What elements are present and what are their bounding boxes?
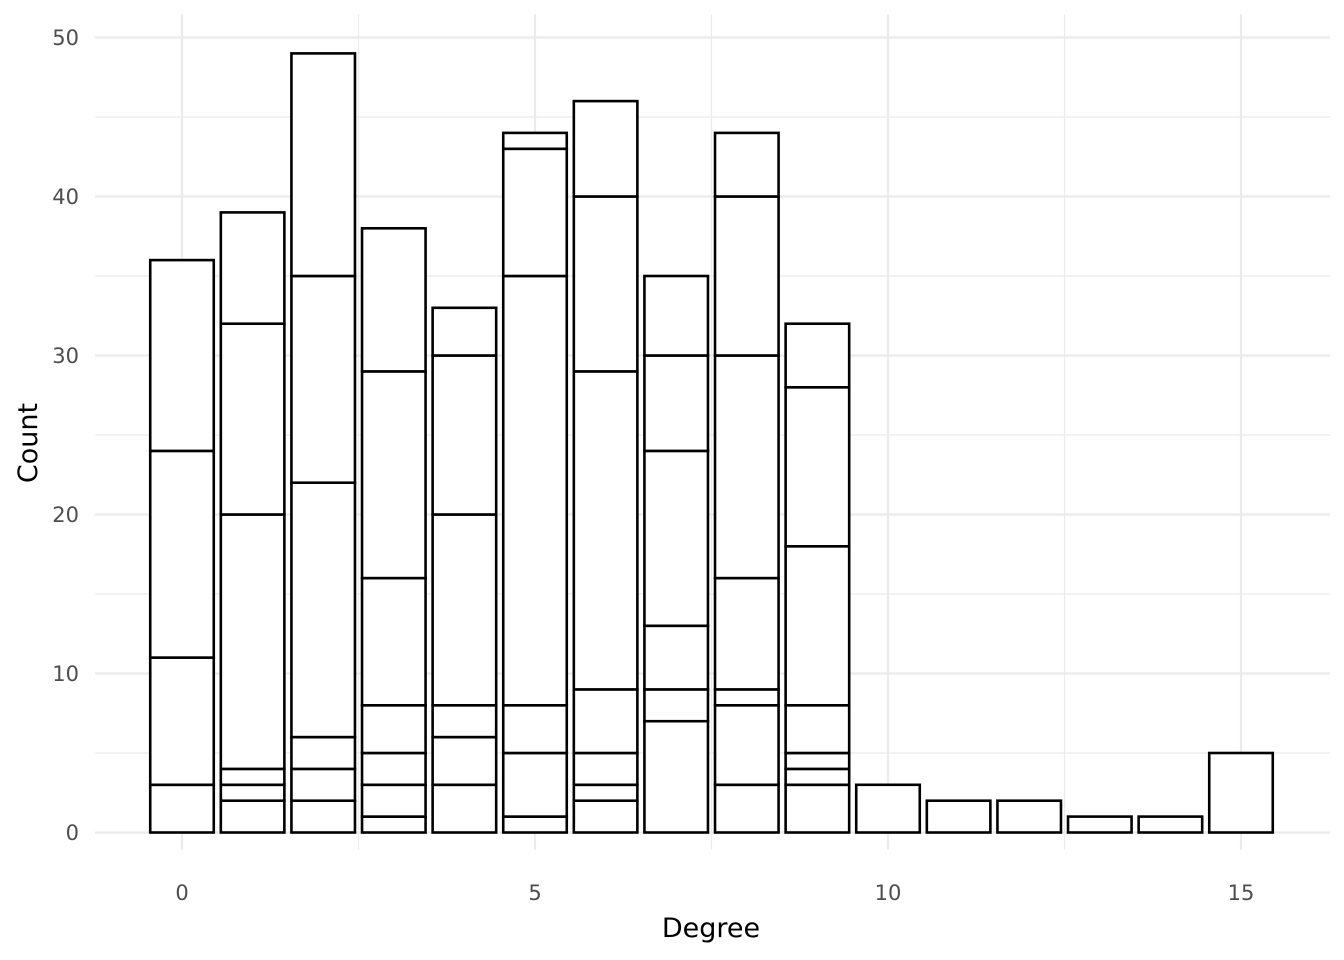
bar-segment (360, 370, 427, 580)
bar-segment (290, 481, 357, 739)
bar-segment (784, 385, 851, 548)
bar-segment (572, 370, 639, 691)
bar-segment (713, 688, 780, 707)
bar-segment (501, 274, 569, 707)
bar-segment (572, 195, 639, 373)
bar-segment (501, 131, 569, 151)
x-axis-tick-labels: 0 5 10 15 (175, 881, 1254, 905)
y-tick-label: 50 (52, 26, 79, 50)
bar-segment (643, 688, 710, 723)
bar-segment (713, 783, 780, 834)
y-axis-title: Count (13, 403, 44, 483)
bar-segment (219, 211, 286, 325)
bar-segment (290, 52, 357, 278)
bar-segment (148, 656, 216, 787)
bar-segment (360, 576, 427, 707)
bar-segment (1137, 815, 1204, 834)
x-tick-label: 0 (175, 881, 188, 905)
x-tick-label: 5 (528, 881, 541, 905)
bar-segment (713, 703, 780, 787)
bar-segment (219, 767, 286, 787)
bar-segment (431, 735, 498, 787)
bar-segment (572, 783, 639, 802)
bar-segment (148, 449, 216, 659)
bar-segment (643, 719, 710, 834)
bar-segment (784, 544, 851, 707)
bar-segment (572, 799, 639, 834)
bar-segment (360, 815, 427, 834)
bar-segment (360, 783, 427, 818)
bar-segment (501, 751, 569, 818)
y-tick-label: 10 (52, 662, 79, 686)
bar-segment (1066, 815, 1133, 834)
bar-segment (431, 513, 498, 707)
bar-segment (219, 513, 286, 771)
bar-segment (572, 99, 639, 198)
bar-segment (501, 815, 569, 834)
bar-segment (290, 735, 357, 771)
bar-segment (501, 147, 569, 278)
bar-segment (360, 703, 427, 755)
bar-segment (431, 354, 498, 516)
bar-segment (290, 799, 357, 834)
bar-segment (1207, 751, 1275, 834)
bar-segment (643, 354, 710, 453)
bar-segment (713, 354, 780, 580)
bar-segment (784, 751, 851, 771)
y-tick-label: 20 (52, 503, 79, 527)
bar-segment (572, 751, 639, 787)
bar-segment (572, 688, 639, 755)
bar-segment (219, 322, 286, 516)
bar-segment (501, 703, 569, 755)
bar-segment (431, 783, 498, 834)
bar-segment (643, 624, 710, 691)
y-tick-label: 0 (66, 821, 79, 845)
bar-segment (713, 195, 780, 357)
bar-segment (925, 799, 992, 834)
bar-segment (643, 274, 710, 357)
bar-segment (290, 767, 357, 803)
bar-segment (360, 751, 427, 787)
x-tick-label: 10 (875, 881, 902, 905)
bar-segment (148, 783, 216, 834)
bar-segment (713, 576, 780, 691)
bar-segment (219, 783, 286, 802)
bar-segment (784, 783, 851, 834)
y-tick-label: 30 (52, 344, 79, 368)
bar-segment (290, 274, 357, 484)
bar-segment (431, 306, 498, 357)
y-tick-label: 40 (52, 185, 79, 209)
bar-segment (996, 799, 1063, 834)
bar-segment (431, 703, 498, 739)
bar-segment (784, 703, 851, 755)
bar-segment (713, 131, 780, 198)
x-tick-label: 15 (1228, 881, 1255, 905)
bar-segment (643, 449, 710, 628)
bar-segment (148, 258, 216, 453)
x-axis-title: Degree (662, 913, 760, 944)
bar-segment (854, 783, 922, 834)
bars-layer (148, 52, 1275, 834)
bar-segment (219, 799, 286, 834)
bar-segment (784, 767, 851, 787)
bar-segment (360, 227, 427, 373)
bar-segment (784, 322, 851, 389)
y-axis-tick-labels: 0 10 20 30 40 50 (52, 26, 79, 845)
